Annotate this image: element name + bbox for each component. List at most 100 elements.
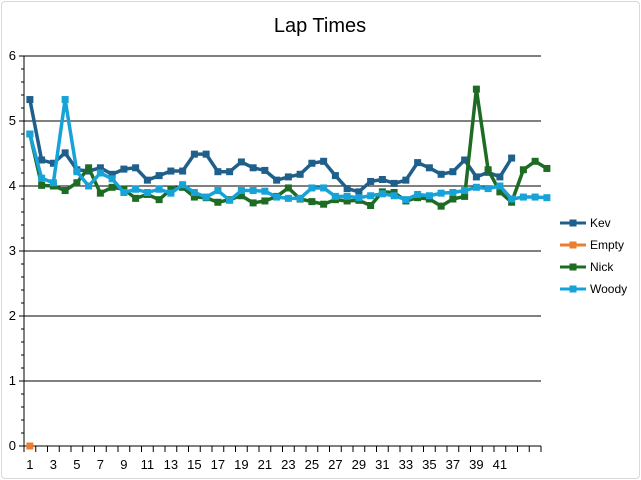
legend-marker	[569, 285, 577, 293]
data-point-kev	[49, 159, 57, 167]
data-point-kev	[249, 164, 257, 172]
data-point-kev	[108, 170, 116, 178]
legend-item-kev: Kev	[560, 216, 611, 230]
y-tick-label: 0	[9, 438, 16, 453]
data-point-nick	[320, 200, 328, 208]
data-point-kev	[61, 149, 69, 157]
data-point-kev	[261, 166, 269, 174]
x-tick-label: 25	[305, 457, 319, 472]
legend-label: Woody	[590, 282, 627, 296]
data-point-woody	[425, 192, 433, 200]
data-point-woody	[85, 182, 93, 190]
data-point-woody	[120, 189, 128, 196]
data-point-kev	[120, 165, 128, 173]
chart-title: Lap Times	[274, 15, 366, 37]
data-point-nick	[190, 193, 198, 201]
data-point-woody	[202, 193, 210, 201]
data-point-kev	[367, 177, 375, 185]
x-tick-label: 37	[446, 457, 460, 472]
data-point-woody	[155, 185, 163, 193]
data-point-woody	[214, 187, 222, 195]
data-point-kev	[167, 167, 175, 175]
series-woody	[26, 96, 551, 204]
data-point-woody	[249, 187, 257, 195]
y-tick-label: 6	[9, 48, 16, 63]
data-point-woody	[237, 187, 245, 195]
data-point-kev	[143, 176, 151, 184]
series-empty	[26, 442, 34, 450]
data-point-nick	[519, 166, 527, 174]
data-point-woody	[496, 182, 504, 190]
y-tick-label: 5	[9, 113, 16, 128]
data-point-kev	[284, 173, 292, 181]
series-line-kev	[28, 99, 514, 194]
data-point-kev	[155, 172, 163, 180]
x-tick-label: 41	[493, 457, 507, 472]
x-tick-label: 9	[120, 457, 127, 472]
data-point-nick	[85, 164, 93, 172]
data-point-nick	[108, 183, 116, 191]
data-point-woody	[49, 179, 57, 187]
data-point-nick	[284, 184, 292, 192]
data-point-kev	[390, 179, 398, 187]
data-point-woody	[331, 192, 339, 200]
data-point-woody	[108, 175, 116, 183]
data-point-kev	[296, 170, 304, 178]
legend-marker	[569, 219, 577, 227]
gridlines	[24, 55, 541, 382]
data-point-woody	[320, 184, 328, 192]
data-point-nick	[308, 198, 316, 206]
data-point-woody	[449, 189, 457, 196]
data-point-kev	[226, 168, 234, 176]
data-point-kev	[425, 164, 433, 172]
legend-label: Kev	[590, 216, 611, 230]
y-tick-label: 3	[9, 243, 16, 258]
data-point-nick	[214, 198, 222, 206]
data-point-kev	[26, 96, 34, 104]
data-point-kev	[38, 156, 46, 164]
y-axis-ticks: 0 1 2 3 4 5 6	[9, 48, 16, 453]
data-point-kev	[472, 173, 480, 181]
legend-label: Nick	[590, 260, 614, 274]
data-point-nick	[367, 202, 375, 209]
data-point-woody	[26, 130, 34, 138]
legend-item-woody: Woody	[560, 282, 627, 296]
data-point-woody	[190, 189, 198, 196]
data-point-kev	[437, 170, 445, 178]
data-point-kev	[449, 168, 457, 176]
data-point-kev	[190, 150, 198, 158]
data-point-kev	[496, 173, 504, 181]
data-point-kev	[132, 164, 140, 172]
data-point-kev	[308, 159, 316, 167]
data-point-woody	[367, 192, 375, 200]
data-point-kev	[402, 176, 410, 184]
data-point-nick	[38, 181, 46, 189]
data-point-kev	[96, 164, 104, 172]
data-point-nick	[155, 196, 163, 204]
data-point-nick	[237, 192, 245, 200]
data-point-nick	[96, 189, 104, 197]
data-point-woody	[437, 189, 445, 197]
legend-marker	[569, 263, 577, 271]
data-point-kev	[214, 168, 222, 176]
series-nick	[26, 85, 551, 210]
data-point-woody	[284, 194, 292, 202]
data-point-woody	[73, 168, 81, 176]
data-point-nick	[437, 202, 445, 210]
data-point-nick	[472, 85, 480, 93]
legend-marker	[569, 241, 577, 249]
x-tick-label: 39	[469, 457, 483, 472]
data-point-kev	[508, 154, 516, 162]
data-point-woody	[143, 189, 151, 196]
data-point-woody	[226, 196, 234, 204]
x-tick-label: 5	[73, 457, 80, 472]
data-point-kev	[237, 158, 245, 166]
data-point-woody	[273, 193, 281, 201]
data-point-woody	[61, 96, 69, 104]
data-point-nick	[531, 157, 539, 165]
x-tick-label: 1	[26, 457, 33, 472]
data-point-woody	[508, 195, 516, 203]
x-tick-label: 13	[164, 457, 178, 472]
